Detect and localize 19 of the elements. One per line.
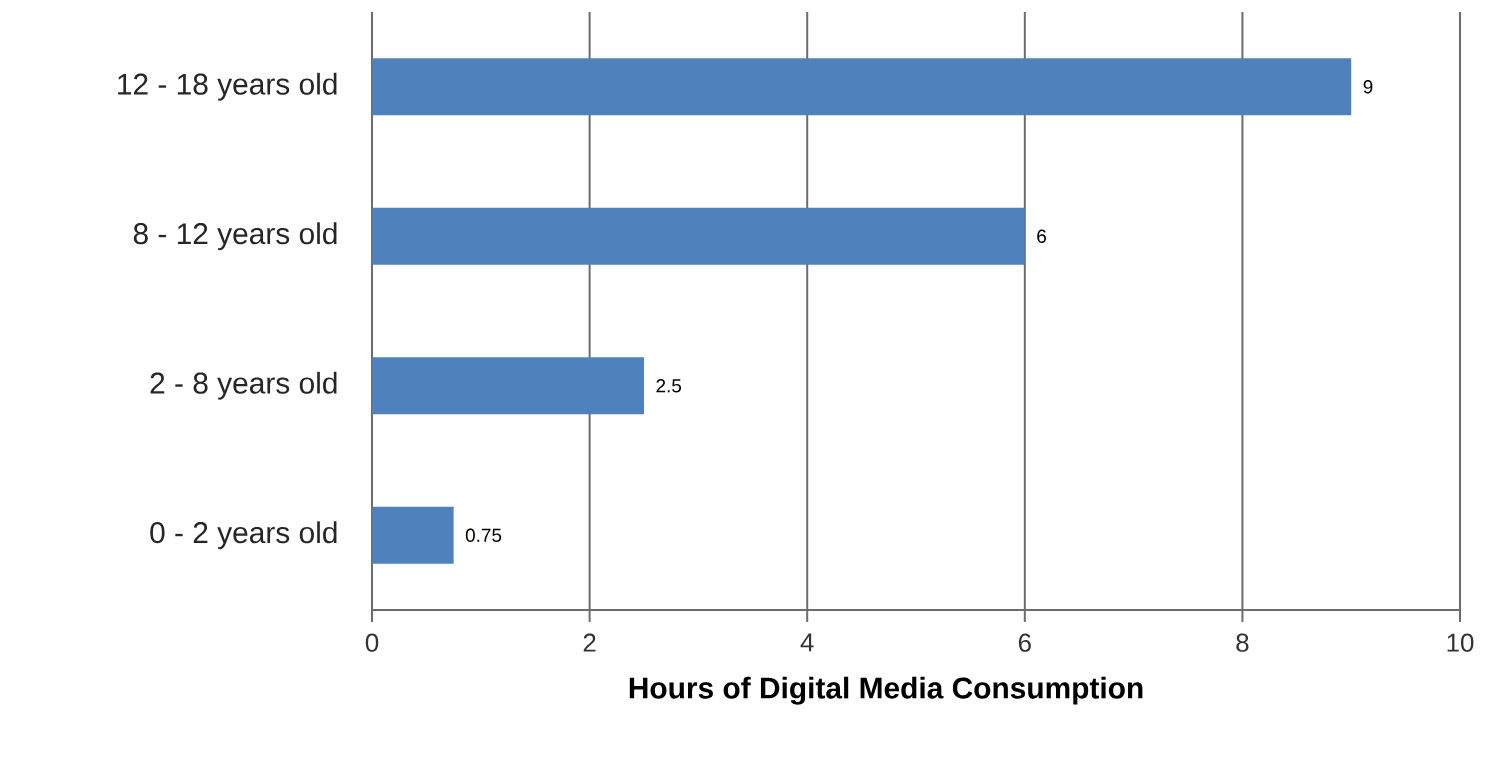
y-tick-label: 2 - 8 years old <box>150 371 337 400</box>
y-tick-label: 8 - 12 years old <box>133 222 337 251</box>
bar <box>372 207 1025 265</box>
bar <box>372 58 1352 116</box>
data-label: 6 <box>1037 229 1047 243</box>
data-label: 2.5 <box>656 379 682 393</box>
x-tick-label: 8 <box>1236 633 1249 652</box>
y-tick-label: 0 - 2 years old <box>150 521 337 550</box>
x-tick-label: 6 <box>1018 633 1031 652</box>
x-tick-label: 4 <box>800 633 814 652</box>
x-axis-title: Hours of Digital Media Consumption <box>629 676 1143 705</box>
x-tick-label: 10 <box>1447 633 1474 652</box>
bar <box>372 506 454 564</box>
x-tick-label: 2 <box>583 633 596 652</box>
x-tick-label: 0 <box>365 633 379 652</box>
data-label: 9 <box>1363 80 1373 94</box>
y-tick-label: 12 - 18 years old <box>118 72 337 101</box>
bar <box>372 357 645 415</box>
data-label: 0.75 <box>465 528 502 542</box>
